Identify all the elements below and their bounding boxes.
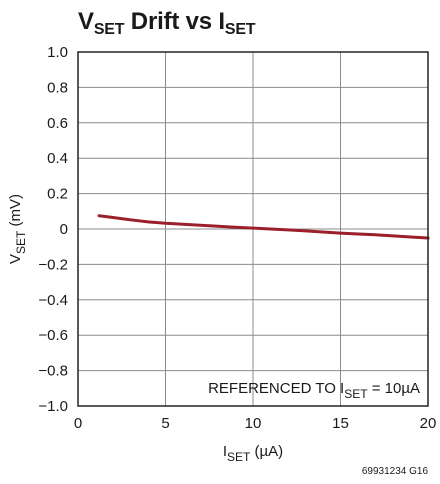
y-tick-label: −1.0 (38, 398, 68, 415)
y-ticks-layer: 1.0 0.8 0.6 0.4 0.2 0 −0.2 −0.4 −0.6 −0.8 −1.0 (38, 44, 68, 415)
series-layer (97, 214, 430, 240)
figure-id: 69931234 G16 (362, 466, 429, 477)
y-tick-label: 0.2 (47, 186, 68, 203)
y-tick-label: −0.6 (38, 327, 68, 344)
y-tick-label: 0 (60, 221, 68, 238)
x-tick-label: 20 (420, 415, 437, 432)
x-axis-label-main: I (223, 443, 227, 460)
x-tick-label: 10 (245, 415, 262, 432)
x-axis-label: ISET (µA) (223, 443, 283, 464)
chart-title-sub-a: SET (93, 21, 125, 38)
annotation-prefix: REFERENCED TO I (208, 380, 344, 397)
y-tick-label: −0.4 (38, 292, 68, 309)
y-tick-label: 1.0 (47, 44, 68, 61)
y-axis-label-unit: (mV) (7, 194, 24, 231)
y-axis-label-main: V (7, 254, 24, 264)
chart-title-main-a: V (78, 8, 94, 35)
chart-title: VSET Drift vs ISET (78, 8, 256, 39)
chart-title-sub-b: SET (224, 21, 256, 38)
y-tick-label: −0.2 (38, 256, 68, 273)
y-tick-label: 0.6 (47, 115, 68, 132)
chart-title-mid: Drift vs I (124, 8, 225, 35)
x-ticks-layer: 0 5 10 15 20 (74, 415, 437, 432)
x-tick-label: 5 (161, 415, 169, 432)
x-tick-label: 0 (74, 415, 82, 432)
series-line-vset-drift (97, 214, 430, 240)
plot-border (77, 51, 429, 407)
x-axis-label-sub: SET (227, 450, 251, 464)
y-axis-label-sub: SET (14, 230, 28, 254)
x-axis-label-unit: (µA) (250, 443, 283, 460)
annotation-suffix: = 10µA (368, 380, 420, 397)
y-tick-label: 0.8 (47, 79, 68, 96)
y-axis-label: VSET (mV) (7, 194, 28, 264)
annotation-sub: SET (344, 387, 368, 401)
grid-layer (78, 52, 428, 406)
y-tick-label: 0.4 (47, 150, 68, 167)
reference-annotation: REFERENCED TO ISET = 10µA (208, 380, 420, 401)
x-tick-label: 15 (332, 415, 349, 432)
y-tick-label: −0.8 (38, 363, 68, 380)
